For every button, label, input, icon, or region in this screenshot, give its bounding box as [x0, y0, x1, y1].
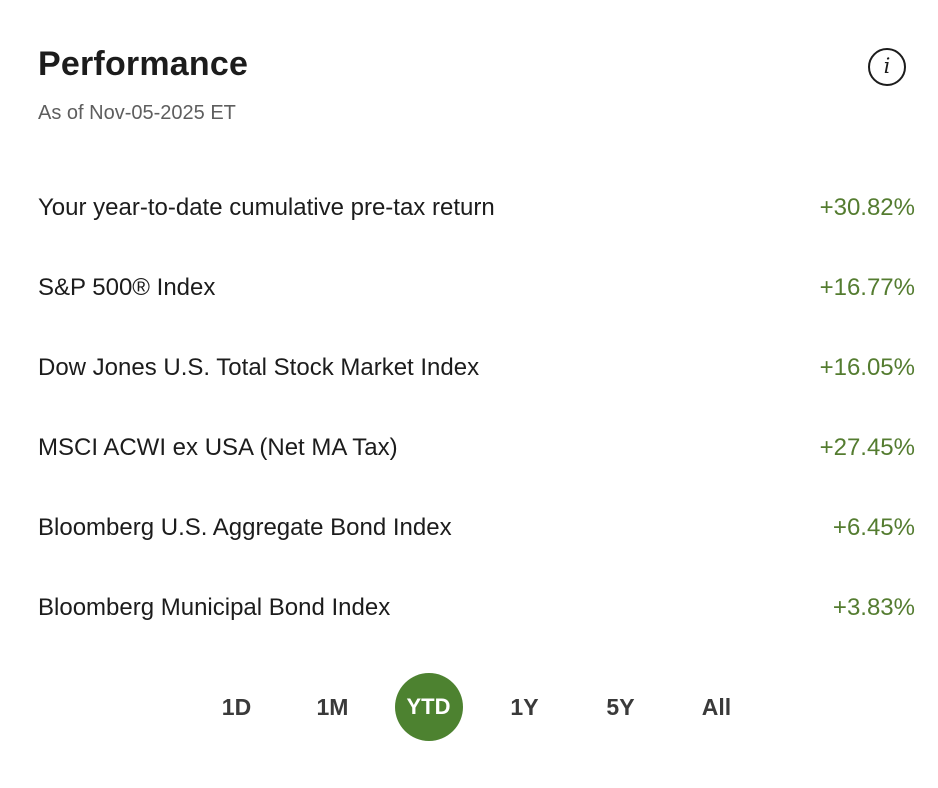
row-value: +30.82%	[819, 194, 915, 221]
row-value: +16.77%	[819, 274, 915, 301]
card-header: Performance i	[38, 44, 915, 86]
period-tab-ytd[interactable]: YTD	[394, 673, 463, 741]
info-icon: i	[883, 53, 891, 78]
performance-list: Your year-to-date cumulative pre-tax ret…	[38, 168, 915, 648]
period-tab-all[interactable]: All	[683, 673, 751, 741]
period-tab-5y[interactable]: 5Y	[587, 673, 655, 741]
period-selector: 1D 1M YTD 1Y 5Y All	[38, 673, 915, 741]
performance-row-msci-acwi: MSCI ACWI ex USA (Net MA Tax) +27.45%	[38, 408, 915, 488]
page-title: Performance	[38, 45, 249, 83]
performance-row-bloomberg-aggregate-bond: Bloomberg U.S. Aggregate Bond Index +6.4…	[38, 488, 915, 568]
row-value: +3.83%	[832, 594, 915, 621]
row-value: +16.05%	[819, 354, 915, 381]
performance-row-pretax-return: Your year-to-date cumulative pre-tax ret…	[38, 168, 915, 248]
performance-row-bloomberg-municipal-bond: Bloomberg Municipal Bond Index +3.83%	[38, 568, 915, 648]
row-label: Your year-to-date cumulative pre-tax ret…	[38, 194, 495, 221]
period-tab-1m[interactable]: 1M	[299, 673, 367, 741]
performance-row-dow-jones-total-market: Dow Jones U.S. Total Stock Market Index …	[38, 328, 915, 408]
row-label: S&P 500® Index	[38, 274, 216, 301]
info-button[interactable]: i	[868, 48, 906, 86]
performance-row-sp500: S&P 500® Index +16.77%	[38, 248, 915, 328]
row-label: Bloomberg Municipal Bond Index	[38, 594, 391, 621]
row-label: MSCI ACWI ex USA (Net MA Tax)	[38, 434, 398, 461]
period-tab-1y[interactable]: 1Y	[491, 673, 559, 741]
row-value: +27.45%	[819, 434, 915, 461]
row-value: +6.45%	[832, 514, 915, 541]
row-label: Bloomberg U.S. Aggregate Bond Index	[38, 514, 452, 541]
period-tab-1d[interactable]: 1D	[203, 673, 271, 741]
as-of-date: As of Nov-05-2025 ET	[38, 102, 236, 124]
row-label: Dow Jones U.S. Total Stock Market Index	[38, 354, 480, 381]
